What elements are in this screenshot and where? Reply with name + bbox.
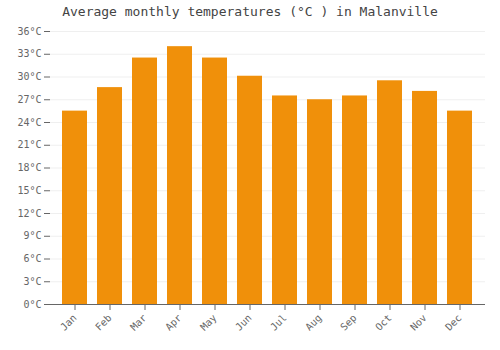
svg-text:24°C: 24°C — [17, 117, 41, 128]
svg-text:Jul: Jul — [268, 312, 289, 333]
svg-text:27°C: 27°C — [17, 94, 41, 105]
svg-text:15°C: 15°C — [17, 185, 41, 196]
svg-text:Apr: Apr — [163, 312, 184, 333]
svg-text:9°C: 9°C — [23, 230, 41, 241]
svg-text:Aug: Aug — [303, 312, 324, 333]
svg-text:36°C: 36°C — [17, 26, 41, 37]
svg-text:6°C: 6°C — [23, 253, 41, 264]
svg-text:Nov: Nov — [408, 312, 429, 333]
svg-text:Oct: Oct — [373, 312, 394, 333]
svg-text:12°C: 12°C — [17, 208, 41, 219]
svg-text:Mar: Mar — [128, 312, 149, 333]
svg-text:33°C: 33°C — [17, 48, 41, 59]
svg-text:Feb: Feb — [93, 312, 114, 333]
svg-text:3°C: 3°C — [23, 276, 41, 287]
svg-text:Dec: Dec — [443, 312, 464, 333]
svg-text:21°C: 21°C — [17, 139, 41, 150]
svg-text:Sep: Sep — [338, 312, 359, 333]
svg-text:May: May — [198, 312, 219, 333]
svg-text:Jun: Jun — [233, 312, 254, 333]
svg-text:0°C: 0°C — [23, 299, 41, 310]
html-text:Average monthly temperatures (: Average monthly temperatures (°C ) in Ma… — [62, 4, 438, 19]
svg-text:Jan: Jan — [58, 312, 79, 333]
svg-text:18°C: 18°C — [17, 162, 41, 173]
svg-text:30°C: 30°C — [17, 71, 41, 82]
